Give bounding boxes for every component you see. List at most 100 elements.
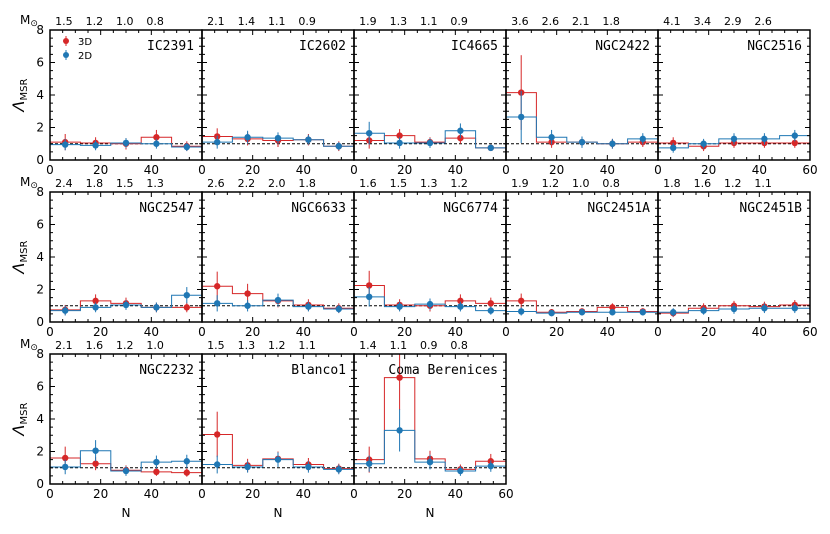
panel-title: NGC2232 [139,363,194,378]
point-2d [791,304,798,312]
point-2d [274,134,282,142]
point-2d [457,127,464,134]
point-2d [396,303,403,310]
point-2d [426,458,434,466]
point-2d [730,305,738,313]
x-tick-label: 40 [144,325,159,339]
y-tick-label: 6 [36,56,44,70]
mass-tick-label: 1.8 [298,177,316,190]
y-tick-label: 6 [36,218,44,232]
point-3d [214,283,221,290]
y-tick-label: 0 [36,153,44,167]
point-2d [183,291,190,299]
mass-tick-label: 1.4 [238,15,256,28]
point-2d [457,303,464,310]
y-tick-label: 4 [36,250,44,264]
mass-tick-label: 0.8 [602,177,620,190]
mass-tick-label: 1.1 [754,177,772,190]
x-tick-label: 0 [198,325,206,339]
mass-tick-label: 1.2 [86,15,104,28]
point-2d [122,467,130,475]
x-tick-label: 0 [350,325,358,339]
point-3d [92,297,99,305]
point-2d [153,304,160,311]
y-axis-label: ΛMSR [9,79,30,114]
mass-tick-label: 1.2 [450,177,468,190]
x-tick-label: 20 [701,163,716,177]
legend-label-2d: 2D [78,51,92,62]
point-2d [761,135,768,143]
panel-ic2602: IC2602 2.1 1.4 1.1 0.9 0 20 40 [198,15,355,177]
point-2d [92,447,99,454]
point-2d [426,300,434,308]
y-tick-label: 2 [36,283,44,297]
panel-ngc2451b: NGC2451B 1.8 1.6 1.2 1.1 0 20 40 60 [654,177,817,339]
point-2d [274,456,282,463]
mass-tick-label: 1.2 [116,339,134,352]
x-tick-label: 0 [502,163,510,177]
x-tick-label: 0 [502,325,510,339]
panel-title: NGC2422 [595,39,650,54]
x-tick-label: 20 [245,163,260,177]
legend-marker-2d [63,52,69,58]
mass-tick-label: 2.6 [542,15,560,28]
mass-tick-label: 1.8 [86,177,104,190]
point-3d [244,290,251,297]
point-2d [761,304,768,312]
mass-tick-label: 1.9 [359,15,377,28]
y-tick-label: 2 [36,121,44,135]
point-2d [639,309,646,316]
point-2d [61,307,69,314]
panel-ngc2232: NGC2232 2.1 1.6 1.2 1.0 0 2 4 6 8M⊙ ΛMSR 0 20 40 N [9,337,203,520]
x-tick-label: 0 [654,325,662,339]
panel-ngc6774: NGC6774 1.6 1.5 1.3 1.2 0 20 40 [350,177,507,339]
x-tick-label: 40 [296,487,311,501]
x-tick-label: 20 [397,487,412,501]
x-tick-label: 0 [654,163,662,177]
x-tick-label: 0 [198,487,206,501]
mass-tick-label: 1.1 [298,339,316,352]
y-tick-label: 0 [36,315,44,329]
point-2d [487,144,494,152]
point-2d [305,463,312,471]
panel-title: IC2391 [147,39,194,54]
point-3d [609,304,616,311]
x-tick-label: 20 [245,325,260,339]
mass-tick-label: 2.6 [754,15,772,28]
point-2d [61,463,69,471]
panel-ic4665: IC4665 1.9 1.3 1.1 0.9 0 20 40 [350,15,507,177]
point-2d [305,136,312,143]
mass-tick-label: 3.6 [511,15,529,28]
mass-tick-label: 3.4 [694,15,712,28]
point-3d [92,460,99,467]
mass-tick-label: 1.3 [390,15,408,28]
mass-tick-label: 1.2 [268,339,286,352]
panel-title: NGC6633 [291,201,346,216]
point-2d [61,141,69,148]
x-axis-label: N [122,506,131,520]
panel-ngc2547: NGC2547 2.4 1.8 1.5 1.3 0 2 4 6 8M⊙ ΛMSR 0 20 40 [9,175,203,339]
point-2d [244,463,251,471]
x-tick-label: 60 [498,487,513,501]
point-3d [396,132,403,139]
x-tick-label: 40 [752,325,767,339]
point-2d [548,309,555,317]
x-tick-label: 0 [46,487,54,501]
x-tick-label: 40 [600,163,615,177]
y-tick-label: 4 [36,88,44,102]
point-2d [274,296,282,304]
point-3d [487,300,494,307]
point-2d [670,309,677,316]
point-3d [366,282,373,289]
mass-tick-label: 1.5 [55,15,73,28]
x-tick-label: 0 [198,163,206,177]
panel-ngc2451a: NGC2451A 1.9 1.2 1.0 0.8 0 20 40 [502,177,659,339]
step-line-2d [353,130,507,160]
x-tick-label: 40 [296,163,311,177]
point-2d [153,140,160,147]
mass-tick-label: 1.8 [602,15,620,28]
point-2d [214,138,221,146]
point-2d [153,458,160,466]
